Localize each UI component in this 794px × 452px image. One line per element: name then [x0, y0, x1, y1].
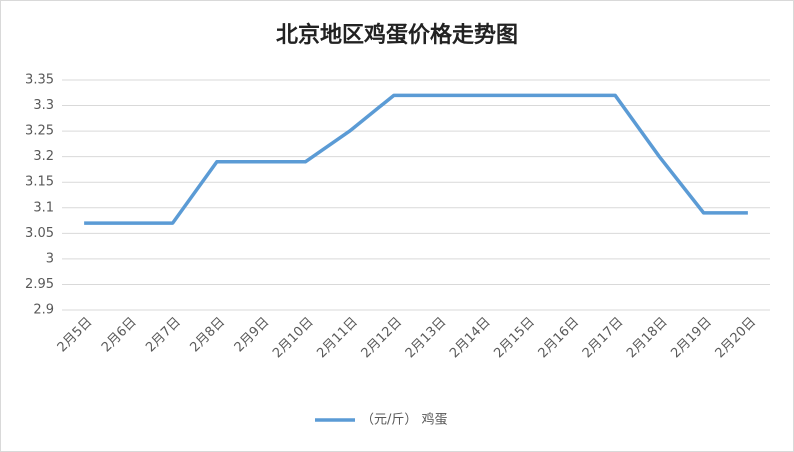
legend-label: （元/斤） 鸡蛋	[361, 412, 448, 428]
y-tick-label: 3.3	[33, 98, 54, 113]
y-tick-label: 3.35	[25, 73, 54, 88]
y-tick-label: 3.1	[33, 200, 54, 215]
y-tick-label: 3.2	[33, 149, 54, 164]
y-tick-label: 3	[46, 251, 54, 266]
y-tick-label: 2.95	[25, 277, 54, 292]
chart-title: 北京地区鸡蛋价格走势图	[276, 22, 518, 48]
y-tick-label: 3.25	[25, 124, 54, 139]
y-tick-label: 3.05	[25, 226, 54, 241]
y-tick-label: 3.15	[25, 175, 54, 190]
line-series	[84, 93, 748, 225]
y-tick-label: 2.9	[33, 303, 54, 318]
